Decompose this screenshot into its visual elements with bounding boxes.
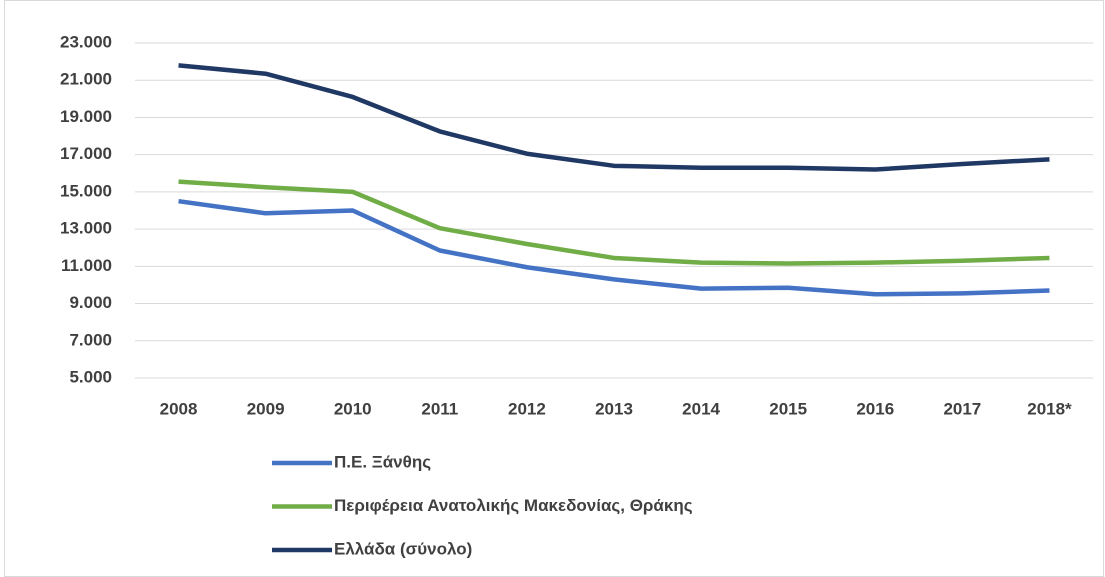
x-tick-label: 2013 [595,399,633,418]
chart-border [4,0,1104,577]
y-tick-label: 19.000 [60,107,112,126]
y-tick-label: 9.000 [69,293,112,312]
legend-label: Περιφέρεια Ανατολικής Μακεδονίας, Θράκης [334,496,693,515]
y-tick-label: 23.000 [60,32,112,51]
x-tick-label: 2012 [508,399,546,418]
series-line [178,179,1050,266]
x-tick-label: 2010 [334,399,372,418]
series-line [178,63,1050,172]
y-tick-label: 21.000 [60,70,112,89]
legend-label: Ελλάδα (σύνολο) [334,539,472,558]
y-tick-label: 15.000 [60,181,112,200]
x-tick-label: 2015 [769,399,807,418]
series-line [178,198,1050,297]
x-tick-label: 2017 [943,399,981,418]
legend-label: Π.Ε. Ξάνθης [334,452,431,471]
x-tick-label: 2014 [682,399,720,418]
x-tick-label: 2018* [1027,399,1072,418]
y-tick-label: 17.000 [60,144,112,163]
y-tick-label: 7.000 [69,330,112,349]
y-tick-label: 5.000 [69,367,112,386]
y-tick-label: 11.000 [61,256,112,275]
x-tick-label: 2011 [421,399,458,418]
y-tick-label: 13.000 [60,219,112,238]
x-tick-label: 2009 [247,399,285,418]
x-tick-label: 2016 [856,399,894,418]
x-tick-label: 2008 [160,399,198,418]
